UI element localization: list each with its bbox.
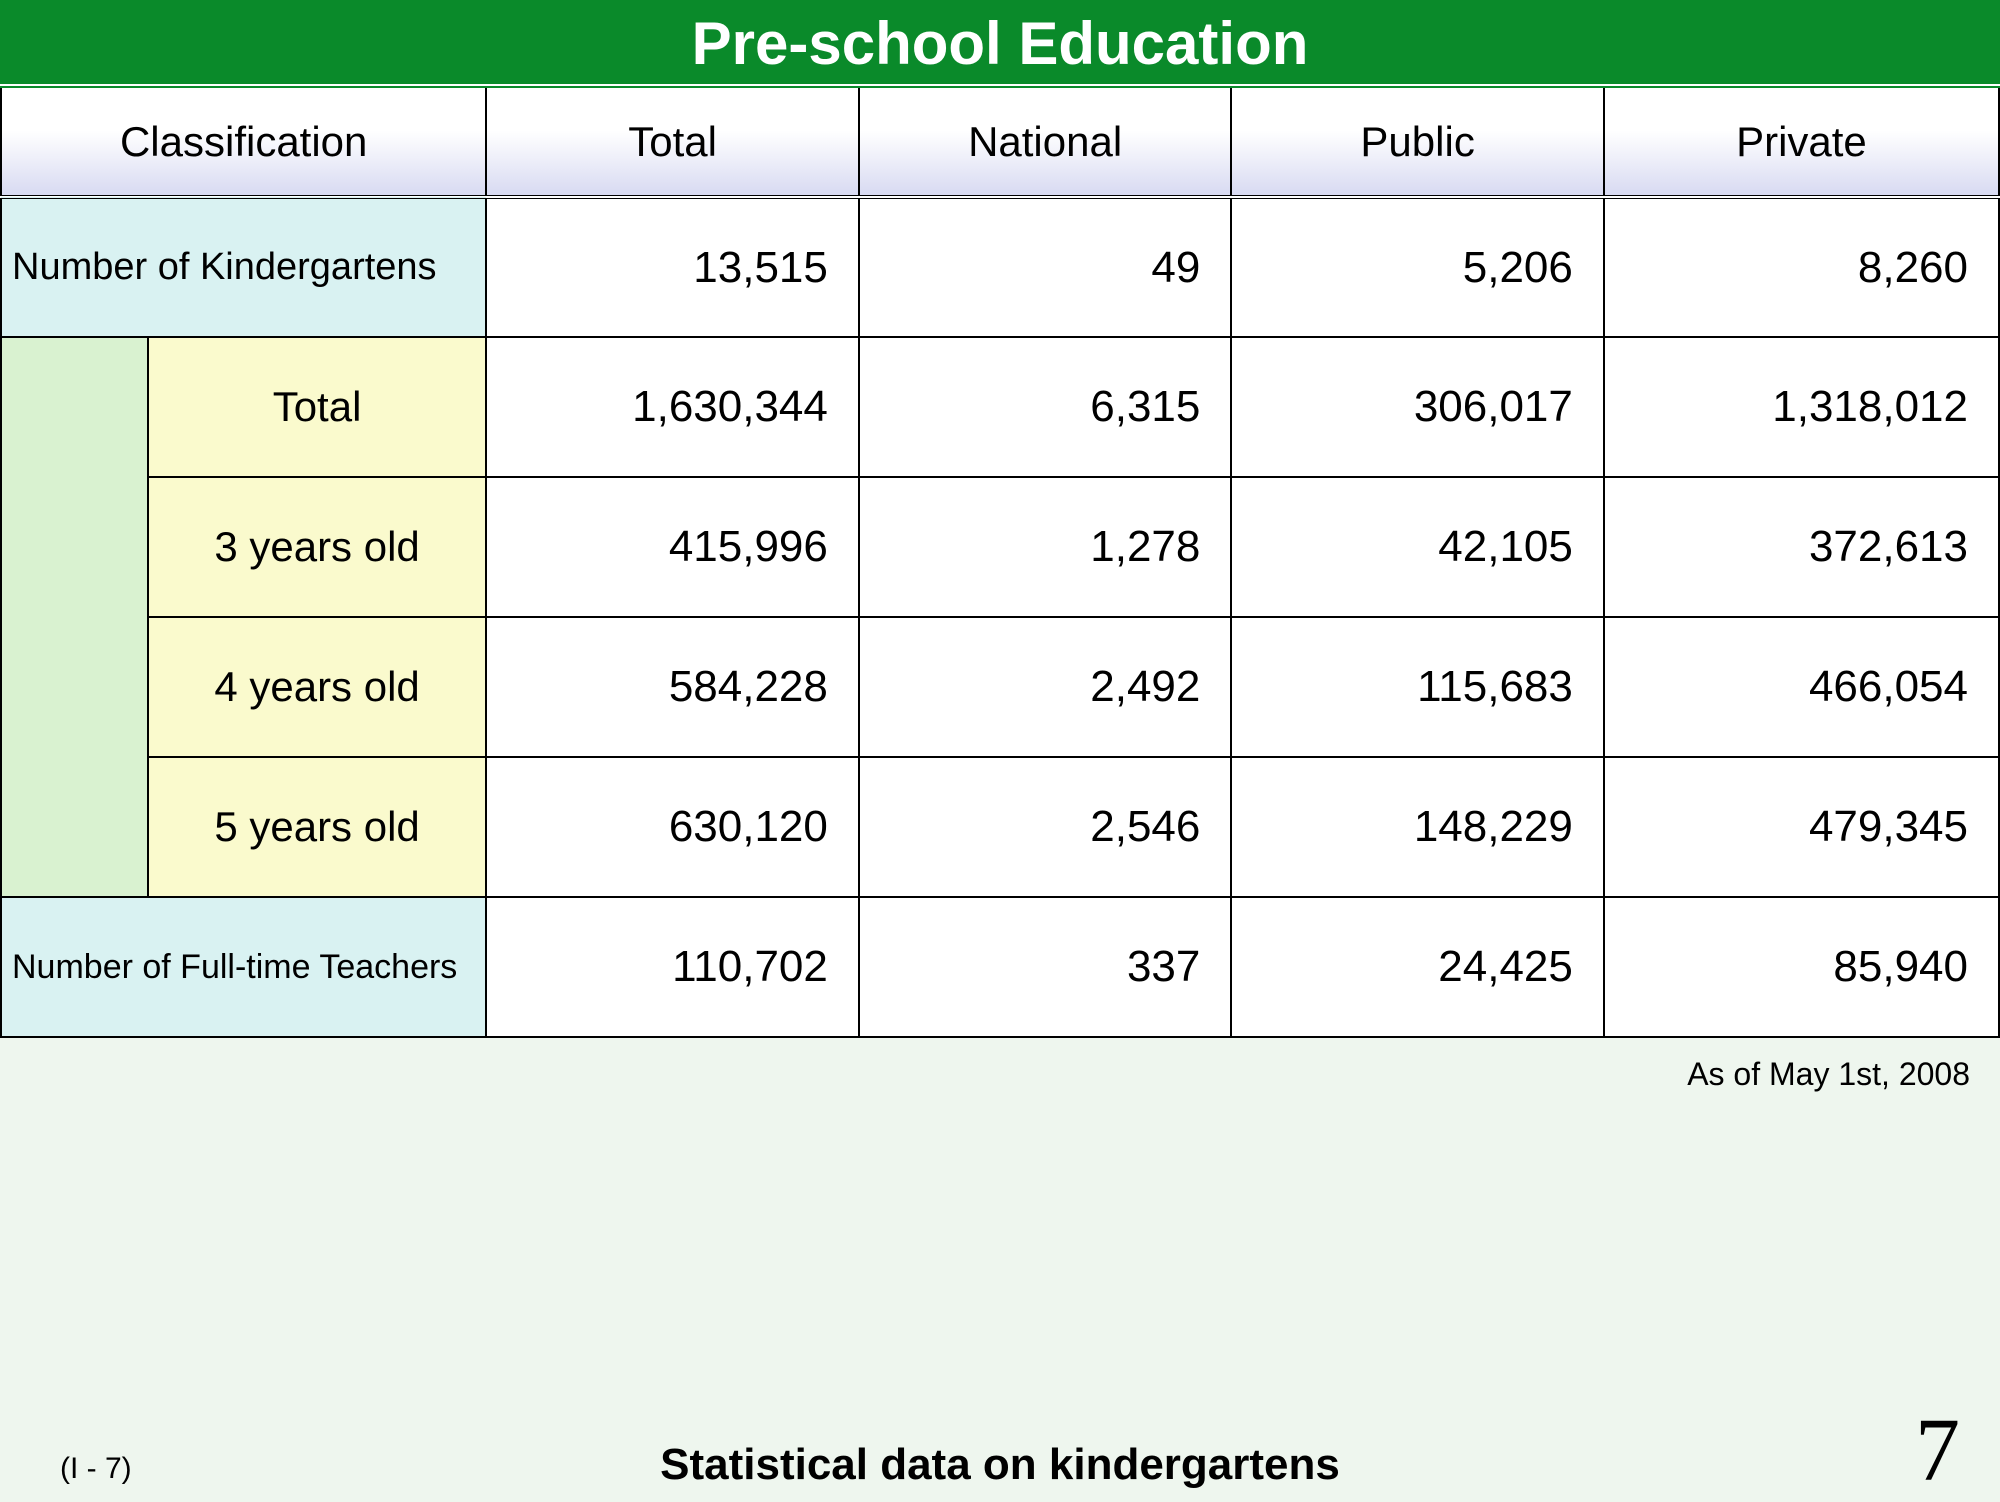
footer-left: (I - 7) [60,1452,132,1486]
col-national: National [859,87,1232,197]
cell: 24,425 [1231,897,1604,1037]
cell: 1,318,012 [1604,337,1999,477]
col-total: Total [486,87,859,197]
row-age-3: 3 years old 415,996 1,278 42,105 372,613 [1,477,1999,617]
col-private: Private [1604,87,1999,197]
row-label: Number of Full-time Teachers [1,897,486,1037]
cell: 415,996 [486,477,859,617]
footnote: As of May 1st, 2008 [0,1038,2000,1093]
cell: 13,515 [486,197,859,337]
row-age-total: Total 1,630,344 6,315 306,017 1,318,012 [1,337,1999,477]
page-title: Pre-school Education [0,0,2000,86]
cell: 1,630,344 [486,337,859,477]
cell: 8,260 [1604,197,1999,337]
cell: 42,105 [1231,477,1604,617]
col-classification: Classification [1,87,486,197]
table-header-row: Classification Total National Public Pri… [1,87,1999,197]
data-table: Classification Total National Public Pri… [0,86,2000,1038]
cell: 115,683 [1231,617,1604,757]
footer-caption: Statistical data on kindergartens [0,1440,2000,1490]
row-label: Total [148,337,487,477]
row-age-4: 4 years old 584,228 2,492 115,683 466,05… [1,617,1999,757]
row-label: Number of Kindergartens [1,197,486,337]
cell: 5,206 [1231,197,1604,337]
cell: 372,613 [1604,477,1999,617]
cell: 49 [859,197,1232,337]
cell: 2,492 [859,617,1232,757]
cell: 337 [859,897,1232,1037]
row-teachers: Number of Full-time Teachers 110,702 337… [1,897,1999,1037]
cell: 6,315 [859,337,1232,477]
cell: 85,940 [1604,897,1999,1037]
row-label: 3 years old [148,477,487,617]
cell: 479,345 [1604,757,1999,897]
cell: 466,054 [1604,617,1999,757]
age-group-spacer [1,337,148,897]
cell: 584,228 [486,617,859,757]
page-number: 7 [1915,1399,1960,1502]
row-age-5: 5 years old 630,120 2,546 148,229 479,34… [1,757,1999,897]
row-label: 5 years old [148,757,487,897]
cell: 1,278 [859,477,1232,617]
row-label: 4 years old [148,617,487,757]
cell: 148,229 [1231,757,1604,897]
cell: 2,546 [859,757,1232,897]
cell: 306,017 [1231,337,1604,477]
cell: 630,120 [486,757,859,897]
cell: 110,702 [486,897,859,1037]
footer: (I - 7) Statistical data on kindergarten… [0,1440,2000,1490]
row-kindergartens: Number of Kindergartens 13,515 49 5,206 … [1,197,1999,337]
col-public: Public [1231,87,1604,197]
